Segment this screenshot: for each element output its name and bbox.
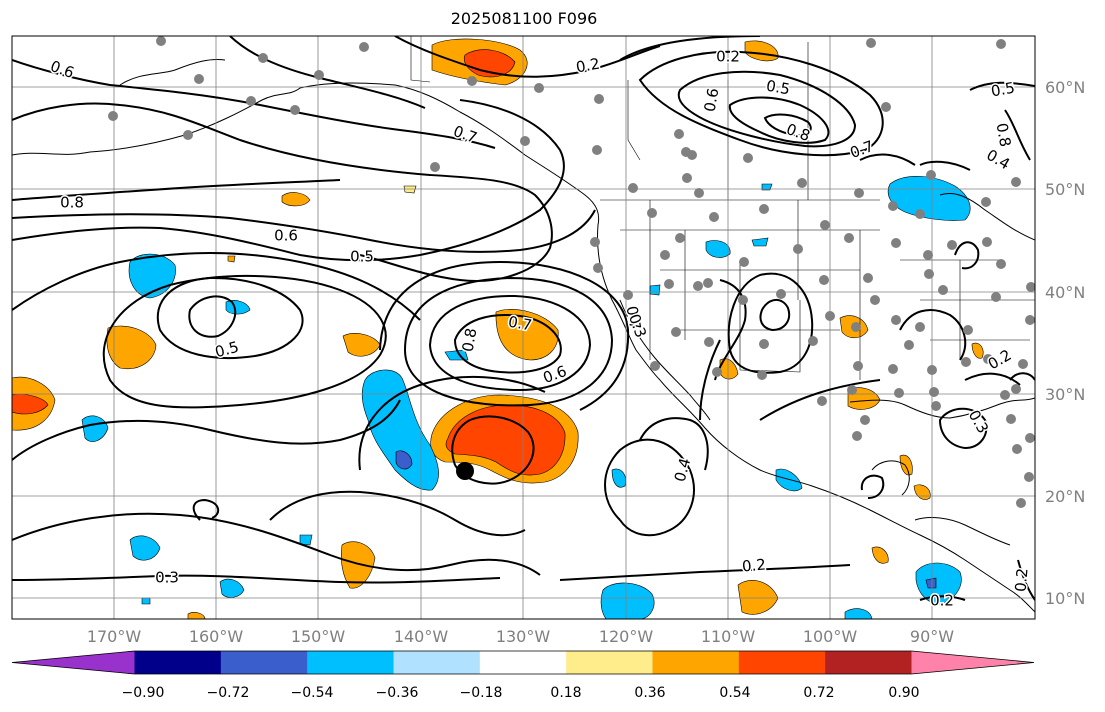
lat-label: 10°N bbox=[1045, 589, 1085, 608]
colorbar-bin bbox=[220, 651, 308, 674]
contour-label: 0.2 bbox=[716, 48, 740, 66]
lat-label: 30°N bbox=[1045, 385, 1085, 404]
colorbar-bin bbox=[393, 651, 481, 674]
colorbar-bin bbox=[307, 651, 394, 674]
lon-label: 100°W bbox=[803, 627, 858, 646]
map-title: 2025081100 F096 bbox=[450, 9, 598, 28]
colorbar-tick-label: 0.90 bbox=[888, 685, 919, 701]
contour-label: 0.6 bbox=[701, 87, 723, 114]
lon-label: 130°W bbox=[496, 627, 551, 646]
lat-label: 40°N bbox=[1045, 283, 1085, 302]
lon-label: 110°W bbox=[701, 627, 756, 646]
lon-label: 90°W bbox=[910, 627, 954, 646]
contour-label: 0.2 bbox=[741, 555, 766, 575]
contour-label: 0.2 bbox=[930, 592, 954, 610]
colorbar-bin bbox=[738, 651, 826, 674]
lat-label: 20°N bbox=[1045, 487, 1085, 506]
lon-label: 140°W bbox=[394, 627, 449, 646]
colorbar-bin bbox=[566, 651, 653, 674]
colorbar-tick-label: 0.72 bbox=[803, 685, 834, 701]
colorbar-tick-label: 0.54 bbox=[719, 685, 750, 701]
colorbar bbox=[11, 650, 1035, 675]
map-frame bbox=[11, 35, 1036, 620]
contour-lines bbox=[12, 36, 1035, 601]
lon-label: 170°W bbox=[87, 627, 142, 646]
lat-label: 60°N bbox=[1045, 78, 1085, 97]
lat-label: 50°N bbox=[1045, 180, 1085, 199]
longitude-axis: 170°W 160°W 150°W 140°W 130°W 120°W 110°… bbox=[87, 627, 954, 646]
colorbar-tick-label: 0.36 bbox=[634, 685, 665, 701]
colorbar-tick-label: −0.18 bbox=[460, 685, 503, 701]
colorbar-extend-high bbox=[911, 651, 1034, 674]
colorbar-tick-label: 0.18 bbox=[550, 685, 581, 701]
colorbar-bin bbox=[825, 651, 912, 674]
colorbar-bin bbox=[479, 651, 567, 674]
colorbar-bin bbox=[134, 651, 222, 674]
contour-label: 0.2 bbox=[1011, 567, 1031, 592]
positive-anomaly-patches bbox=[12, 38, 984, 619]
lon-label: 160°W bbox=[189, 627, 244, 646]
contour-label: 0.5 bbox=[350, 248, 374, 266]
colorbar-extend-low bbox=[12, 651, 135, 674]
colorbar-tick-label: −0.72 bbox=[207, 685, 250, 701]
contour-label: 0.6 bbox=[274, 227, 298, 245]
colorbar-bin bbox=[652, 651, 740, 674]
negative-anomaly-patches bbox=[81, 175, 971, 619]
contour-label: 0.8 bbox=[60, 194, 84, 212]
contour-label: 0.3 bbox=[155, 569, 179, 587]
station-dots bbox=[108, 36, 1035, 508]
colorbar-tick-label: −0.36 bbox=[376, 685, 419, 701]
lon-label: 150°W bbox=[291, 627, 346, 646]
lon-label: 120°W bbox=[599, 627, 654, 646]
colorbar-tick-label: −0.54 bbox=[291, 685, 334, 701]
gridlines bbox=[12, 36, 1035, 619]
latitude-axis: 60°N 50°N 40°N 30°N 20°N 10°N bbox=[1045, 78, 1085, 608]
colorbar-outline bbox=[11, 650, 1035, 675]
colorbar-ticks: −0.90 −0.72 −0.54 −0.36 −0.18 0.18 0.36 … bbox=[122, 685, 920, 701]
storm-center-marker bbox=[456, 462, 474, 480]
colorbar-tick-label: −0.90 bbox=[122, 685, 165, 701]
